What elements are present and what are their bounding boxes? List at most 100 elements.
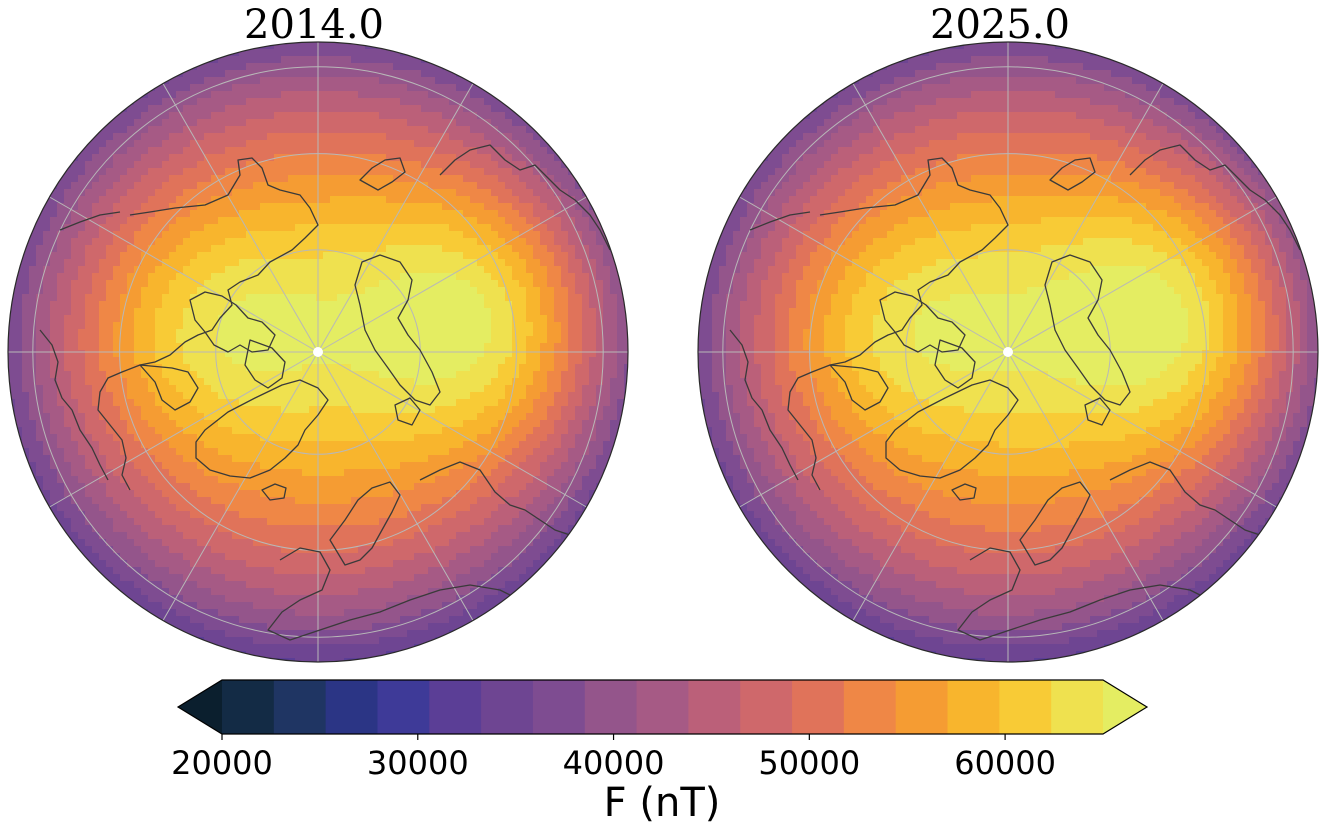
field-cell bbox=[337, 413, 345, 421]
field-cell bbox=[85, 161, 93, 169]
field-cell bbox=[498, 427, 506, 435]
field-cell bbox=[337, 371, 345, 379]
field-cell bbox=[470, 455, 478, 463]
field-cell bbox=[330, 273, 338, 281]
field-cell bbox=[603, 245, 611, 253]
field-cell bbox=[183, 217, 191, 225]
field-cell bbox=[267, 322, 275, 330]
field-cell bbox=[379, 203, 387, 211]
field-cell bbox=[456, 315, 464, 323]
field-cell bbox=[239, 252, 247, 260]
field-cell bbox=[393, 315, 401, 323]
field-cell bbox=[428, 448, 436, 456]
field-cell bbox=[260, 434, 268, 442]
field-cell bbox=[414, 378, 422, 386]
field-cell bbox=[176, 182, 184, 190]
field-cell bbox=[386, 105, 394, 113]
field-cell bbox=[463, 280, 471, 288]
field-cell bbox=[344, 413, 352, 421]
field-cell bbox=[57, 476, 65, 484]
field-cell bbox=[344, 63, 352, 71]
field-cell bbox=[295, 84, 303, 92]
field-cell bbox=[337, 168, 345, 176]
field-cell bbox=[365, 315, 373, 323]
field-cell bbox=[260, 392, 268, 400]
field-cell bbox=[99, 420, 107, 428]
field-cell bbox=[505, 448, 513, 456]
field-cell bbox=[365, 238, 373, 246]
field-cell bbox=[337, 406, 345, 414]
field-cell bbox=[414, 287, 422, 295]
field-cell bbox=[603, 385, 611, 393]
field-cell bbox=[610, 434, 618, 442]
field-cell bbox=[463, 427, 471, 435]
field-cell bbox=[519, 336, 527, 344]
field-cell bbox=[435, 329, 443, 337]
field-cell bbox=[92, 378, 100, 386]
field-cell bbox=[85, 350, 93, 358]
field-cell bbox=[106, 112, 114, 120]
field-cell bbox=[484, 322, 492, 330]
field-cell bbox=[582, 420, 590, 428]
field-cell bbox=[29, 378, 37, 386]
field-cell bbox=[253, 434, 261, 442]
field-cell bbox=[295, 98, 303, 106]
field-cell bbox=[50, 476, 58, 484]
field-cell bbox=[463, 336, 471, 344]
field-cell bbox=[225, 434, 233, 442]
field-cell bbox=[232, 406, 240, 414]
field-cell bbox=[260, 196, 268, 204]
field-cell bbox=[302, 119, 310, 127]
field-cell bbox=[554, 448, 562, 456]
field-cell bbox=[127, 196, 135, 204]
field-cell bbox=[246, 441, 254, 449]
field-cell bbox=[533, 259, 541, 267]
field-cell bbox=[449, 189, 457, 197]
field-cell bbox=[414, 224, 422, 232]
field-cell bbox=[526, 238, 534, 246]
field-cell bbox=[323, 259, 331, 267]
field-cell bbox=[526, 392, 534, 400]
field-cell bbox=[134, 329, 142, 337]
field-cell bbox=[568, 462, 576, 470]
field-cell bbox=[589, 210, 597, 218]
field-cell bbox=[477, 476, 485, 484]
field-cell bbox=[491, 161, 499, 169]
field-cell bbox=[302, 238, 310, 246]
field-cell bbox=[554, 371, 562, 379]
field-cell bbox=[288, 427, 296, 435]
field-cell bbox=[211, 329, 219, 337]
field-cell bbox=[281, 462, 289, 470]
field-cell bbox=[407, 350, 415, 358]
field-cell bbox=[141, 476, 149, 484]
field-cell bbox=[197, 217, 205, 225]
field-cell bbox=[582, 301, 590, 309]
field-cell bbox=[505, 231, 513, 239]
field-cell bbox=[533, 427, 541, 435]
field-cell bbox=[309, 252, 317, 260]
field-cell bbox=[99, 168, 107, 176]
field-cell bbox=[141, 266, 149, 274]
field-cell bbox=[393, 224, 401, 232]
field-cell bbox=[134, 259, 142, 267]
field-cell bbox=[43, 420, 51, 428]
field-cell bbox=[190, 448, 198, 456]
field-cell bbox=[624, 350, 628, 358]
field-cell bbox=[372, 168, 380, 176]
field-cell bbox=[120, 455, 128, 463]
field-cell bbox=[624, 266, 628, 274]
field-cell bbox=[267, 175, 275, 183]
field-cell bbox=[29, 483, 37, 491]
field-cell bbox=[57, 357, 65, 365]
field-cell bbox=[197, 406, 205, 414]
field-cell bbox=[85, 441, 93, 449]
field-cell bbox=[71, 385, 79, 393]
field-cell bbox=[274, 56, 282, 64]
field-cell bbox=[442, 469, 450, 477]
field-cell bbox=[400, 315, 408, 323]
field-cell bbox=[169, 154, 177, 162]
field-cell bbox=[50, 245, 58, 253]
field-cell bbox=[22, 427, 30, 435]
field-cell bbox=[197, 483, 205, 491]
field-cell bbox=[36, 329, 44, 337]
